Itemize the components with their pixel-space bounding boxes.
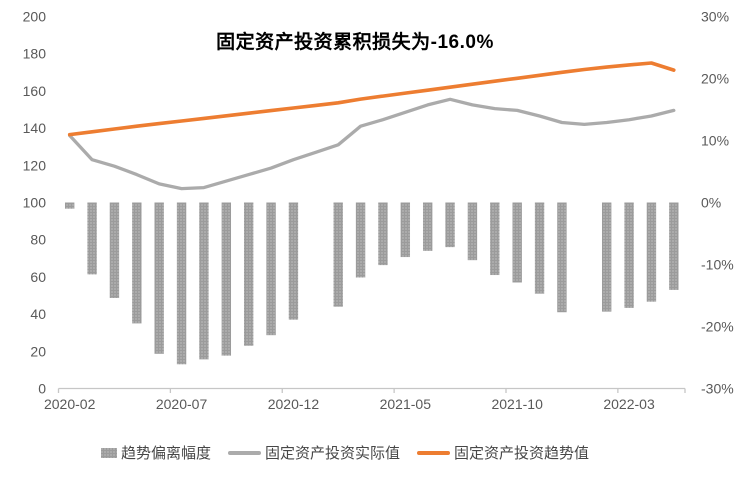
deviation-bar [601,202,612,312]
legend-label-trend-value: 固定资产投资趋势值 [454,445,590,462]
right-axis-tick-label: 20% [701,71,729,87]
deviation-bar [266,202,276,336]
deviation-bar [512,202,522,283]
deviation-bar [669,202,679,290]
deviation-bar [333,202,343,307]
legend-item-actual-value: 固定资产投资实际值 [227,442,400,463]
bar-series-swatch-icon [100,447,117,458]
left-axis-tick-label: 80 [30,232,46,248]
deviation-bar [132,202,142,324]
line-series [68,97,676,191]
deviation-bar [87,202,97,275]
deviation-bar [176,202,187,365]
chart-legend: 趋势偏离幅度 固定资产投资实际值 固定资产投资趋势值 [0,442,690,463]
deviation-bar [221,202,232,356]
left-axis-tick-label: 60 [30,269,46,285]
deviation-bar [109,202,120,298]
gray-line-swatch-icon [227,450,261,455]
x-axis-tick-label: 2020-02 [44,396,96,412]
left-axis-tick-label: 20 [30,343,46,359]
deviation-bar [467,202,478,261]
right-axis-tick-label: -10% [701,257,734,273]
deviation-bar [445,202,455,248]
deviation-bar [199,202,209,360]
deviation-bar [288,202,299,320]
deviation-bar [557,202,567,313]
x-axis-tick-label: 2021-05 [380,396,432,412]
deviation-bar [422,202,433,251]
right-axis-tick-label: 0% [701,195,721,211]
left-axis-tick-label: 120 [23,157,47,173]
x-axis-tick-label: 2022-03 [603,396,655,412]
x-axis-tick-label: 2020-12 [268,396,320,412]
left-axis-tick-label: 0 [38,381,46,397]
legend-label-trend-deviation: 趋势偏离幅度 [120,445,211,462]
deviation-bar [646,202,657,302]
deviation-bar [534,202,545,294]
orange-line-swatch-icon [417,450,450,455]
chart-title: 固定资产投资累积损失为-16.0% [216,32,494,53]
deviation-bar [624,202,634,308]
deviation-bar [400,202,411,258]
deviation-bar [243,202,254,346]
left-axis-tick-label: 180 [23,46,47,62]
deviation-bar [64,202,75,209]
deviation-bar [378,202,388,266]
line-series [67,61,676,137]
deviation-bar [154,202,164,354]
left-axis-tick-label: 100 [23,195,47,211]
x-axis-tick-label: 2021-10 [491,396,543,412]
left-axis-tick-label: 40 [30,306,46,322]
left-axis-tick-label: 140 [23,120,47,136]
deviation-bar [355,202,366,278]
legend-label-actual-value: 固定资产投资实际值 [264,445,400,462]
left-axis-tick-label: 160 [23,83,47,99]
right-axis-tick-label: 10% [701,133,729,149]
right-axis-tick-label: -20% [701,319,734,335]
left-axis-tick-label: 200 [23,9,47,25]
legend-item-trend-value: 固定资产投资趋势值 [417,442,589,463]
right-axis-tick-label: 30% [701,9,729,25]
right-axis-tick-label: -30% [701,381,734,397]
legend-item-trend-deviation: 趋势偏离幅度 [100,442,211,463]
x-axis-tick-label: 2020-07 [156,396,208,412]
deviation-bar [490,202,500,276]
